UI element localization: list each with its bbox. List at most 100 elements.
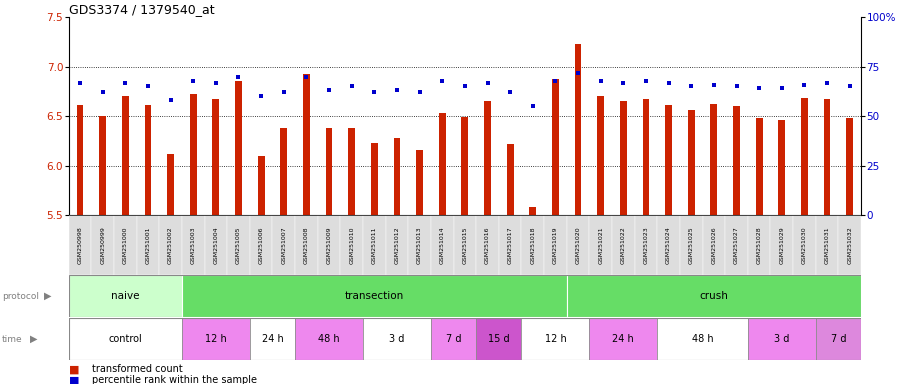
Text: GDS3374 / 1379540_at: GDS3374 / 1379540_at bbox=[69, 3, 214, 16]
Text: GSM251010: GSM251010 bbox=[349, 226, 354, 263]
Text: 12 h: 12 h bbox=[205, 334, 227, 344]
Text: 12 h: 12 h bbox=[544, 334, 566, 344]
Text: ▶: ▶ bbox=[44, 291, 51, 301]
Bar bbox=[190, 94, 197, 215]
Text: GSM250998: GSM250998 bbox=[78, 226, 82, 264]
Bar bbox=[213, 99, 219, 215]
Text: GSM251019: GSM251019 bbox=[553, 226, 558, 263]
Bar bbox=[326, 128, 333, 215]
Text: transformed count: transformed count bbox=[92, 364, 182, 374]
Bar bbox=[227, 215, 250, 275]
Bar bbox=[416, 150, 423, 215]
Text: 48 h: 48 h bbox=[692, 334, 714, 344]
Text: GSM251004: GSM251004 bbox=[213, 226, 218, 263]
Bar bbox=[453, 215, 476, 275]
Bar bbox=[159, 215, 182, 275]
Bar bbox=[521, 215, 544, 275]
Text: ■: ■ bbox=[69, 375, 79, 384]
Bar bbox=[235, 81, 242, 215]
Bar bbox=[272, 215, 295, 275]
Bar bbox=[257, 156, 265, 215]
Bar bbox=[476, 215, 499, 275]
Bar bbox=[363, 318, 431, 360]
Bar bbox=[182, 318, 250, 360]
Text: 7 d: 7 d bbox=[831, 334, 846, 344]
Text: GSM251023: GSM251023 bbox=[643, 226, 649, 264]
Bar bbox=[567, 215, 589, 275]
Bar bbox=[802, 98, 808, 215]
Text: GSM251017: GSM251017 bbox=[507, 226, 513, 263]
Text: GSM251021: GSM251021 bbox=[598, 226, 604, 263]
Text: percentile rank within the sample: percentile rank within the sample bbox=[92, 375, 256, 384]
Text: GSM250999: GSM250999 bbox=[100, 226, 105, 264]
Bar bbox=[409, 215, 431, 275]
Bar bbox=[823, 99, 831, 215]
Text: naive: naive bbox=[111, 291, 139, 301]
Bar bbox=[69, 275, 861, 317]
Bar bbox=[462, 117, 468, 215]
Bar bbox=[69, 275, 182, 317]
Bar bbox=[77, 105, 83, 215]
Text: GSM251005: GSM251005 bbox=[236, 226, 241, 263]
Bar bbox=[92, 215, 114, 275]
Text: GSM251013: GSM251013 bbox=[417, 226, 422, 263]
Bar bbox=[529, 207, 536, 215]
Bar bbox=[597, 96, 604, 215]
Bar bbox=[544, 215, 567, 275]
Bar bbox=[394, 138, 400, 215]
Bar bbox=[69, 318, 861, 360]
Text: GSM251011: GSM251011 bbox=[372, 226, 376, 263]
Text: GSM251029: GSM251029 bbox=[780, 226, 784, 264]
Text: protocol: protocol bbox=[2, 291, 38, 301]
Text: GSM251020: GSM251020 bbox=[575, 226, 581, 263]
Bar bbox=[499, 215, 521, 275]
Bar bbox=[635, 215, 658, 275]
Text: 24 h: 24 h bbox=[262, 334, 283, 344]
Text: transection: transection bbox=[344, 291, 404, 301]
Text: GSM251018: GSM251018 bbox=[530, 226, 535, 263]
Bar bbox=[363, 215, 386, 275]
Text: GSM251026: GSM251026 bbox=[712, 226, 716, 263]
Text: GSM251007: GSM251007 bbox=[281, 226, 287, 263]
Bar bbox=[168, 154, 174, 215]
Text: 3 d: 3 d bbox=[389, 334, 405, 344]
Text: time: time bbox=[2, 334, 23, 344]
Bar bbox=[711, 104, 717, 215]
Bar bbox=[756, 118, 762, 215]
Text: GSM251002: GSM251002 bbox=[168, 226, 173, 263]
Bar bbox=[439, 113, 445, 215]
Text: GSM251016: GSM251016 bbox=[485, 226, 490, 263]
Text: GSM251008: GSM251008 bbox=[304, 226, 309, 263]
Text: 3 d: 3 d bbox=[774, 334, 790, 344]
Bar bbox=[318, 215, 341, 275]
Bar bbox=[507, 144, 514, 215]
Bar bbox=[612, 215, 635, 275]
Bar bbox=[747, 318, 816, 360]
Bar bbox=[846, 118, 853, 215]
Bar bbox=[688, 110, 694, 215]
Bar bbox=[348, 128, 355, 215]
Bar bbox=[658, 318, 747, 360]
Text: ▶: ▶ bbox=[30, 334, 38, 344]
Bar bbox=[341, 215, 363, 275]
Bar bbox=[567, 275, 861, 317]
Bar bbox=[703, 215, 725, 275]
Bar bbox=[114, 215, 136, 275]
Text: GSM251022: GSM251022 bbox=[621, 226, 626, 264]
Text: GSM251015: GSM251015 bbox=[463, 226, 467, 263]
Text: 15 d: 15 d bbox=[488, 334, 509, 344]
Bar bbox=[620, 101, 627, 215]
Bar bbox=[552, 79, 559, 215]
Bar bbox=[779, 120, 785, 215]
Bar bbox=[838, 215, 861, 275]
Bar bbox=[725, 215, 747, 275]
Bar bbox=[136, 215, 159, 275]
Bar bbox=[371, 143, 377, 215]
Text: GSM251012: GSM251012 bbox=[395, 226, 399, 263]
Text: GSM251024: GSM251024 bbox=[666, 226, 671, 264]
Bar bbox=[182, 275, 567, 317]
Bar bbox=[574, 44, 582, 215]
Bar bbox=[303, 74, 310, 215]
Bar bbox=[250, 318, 295, 360]
Text: GSM251027: GSM251027 bbox=[734, 226, 739, 264]
